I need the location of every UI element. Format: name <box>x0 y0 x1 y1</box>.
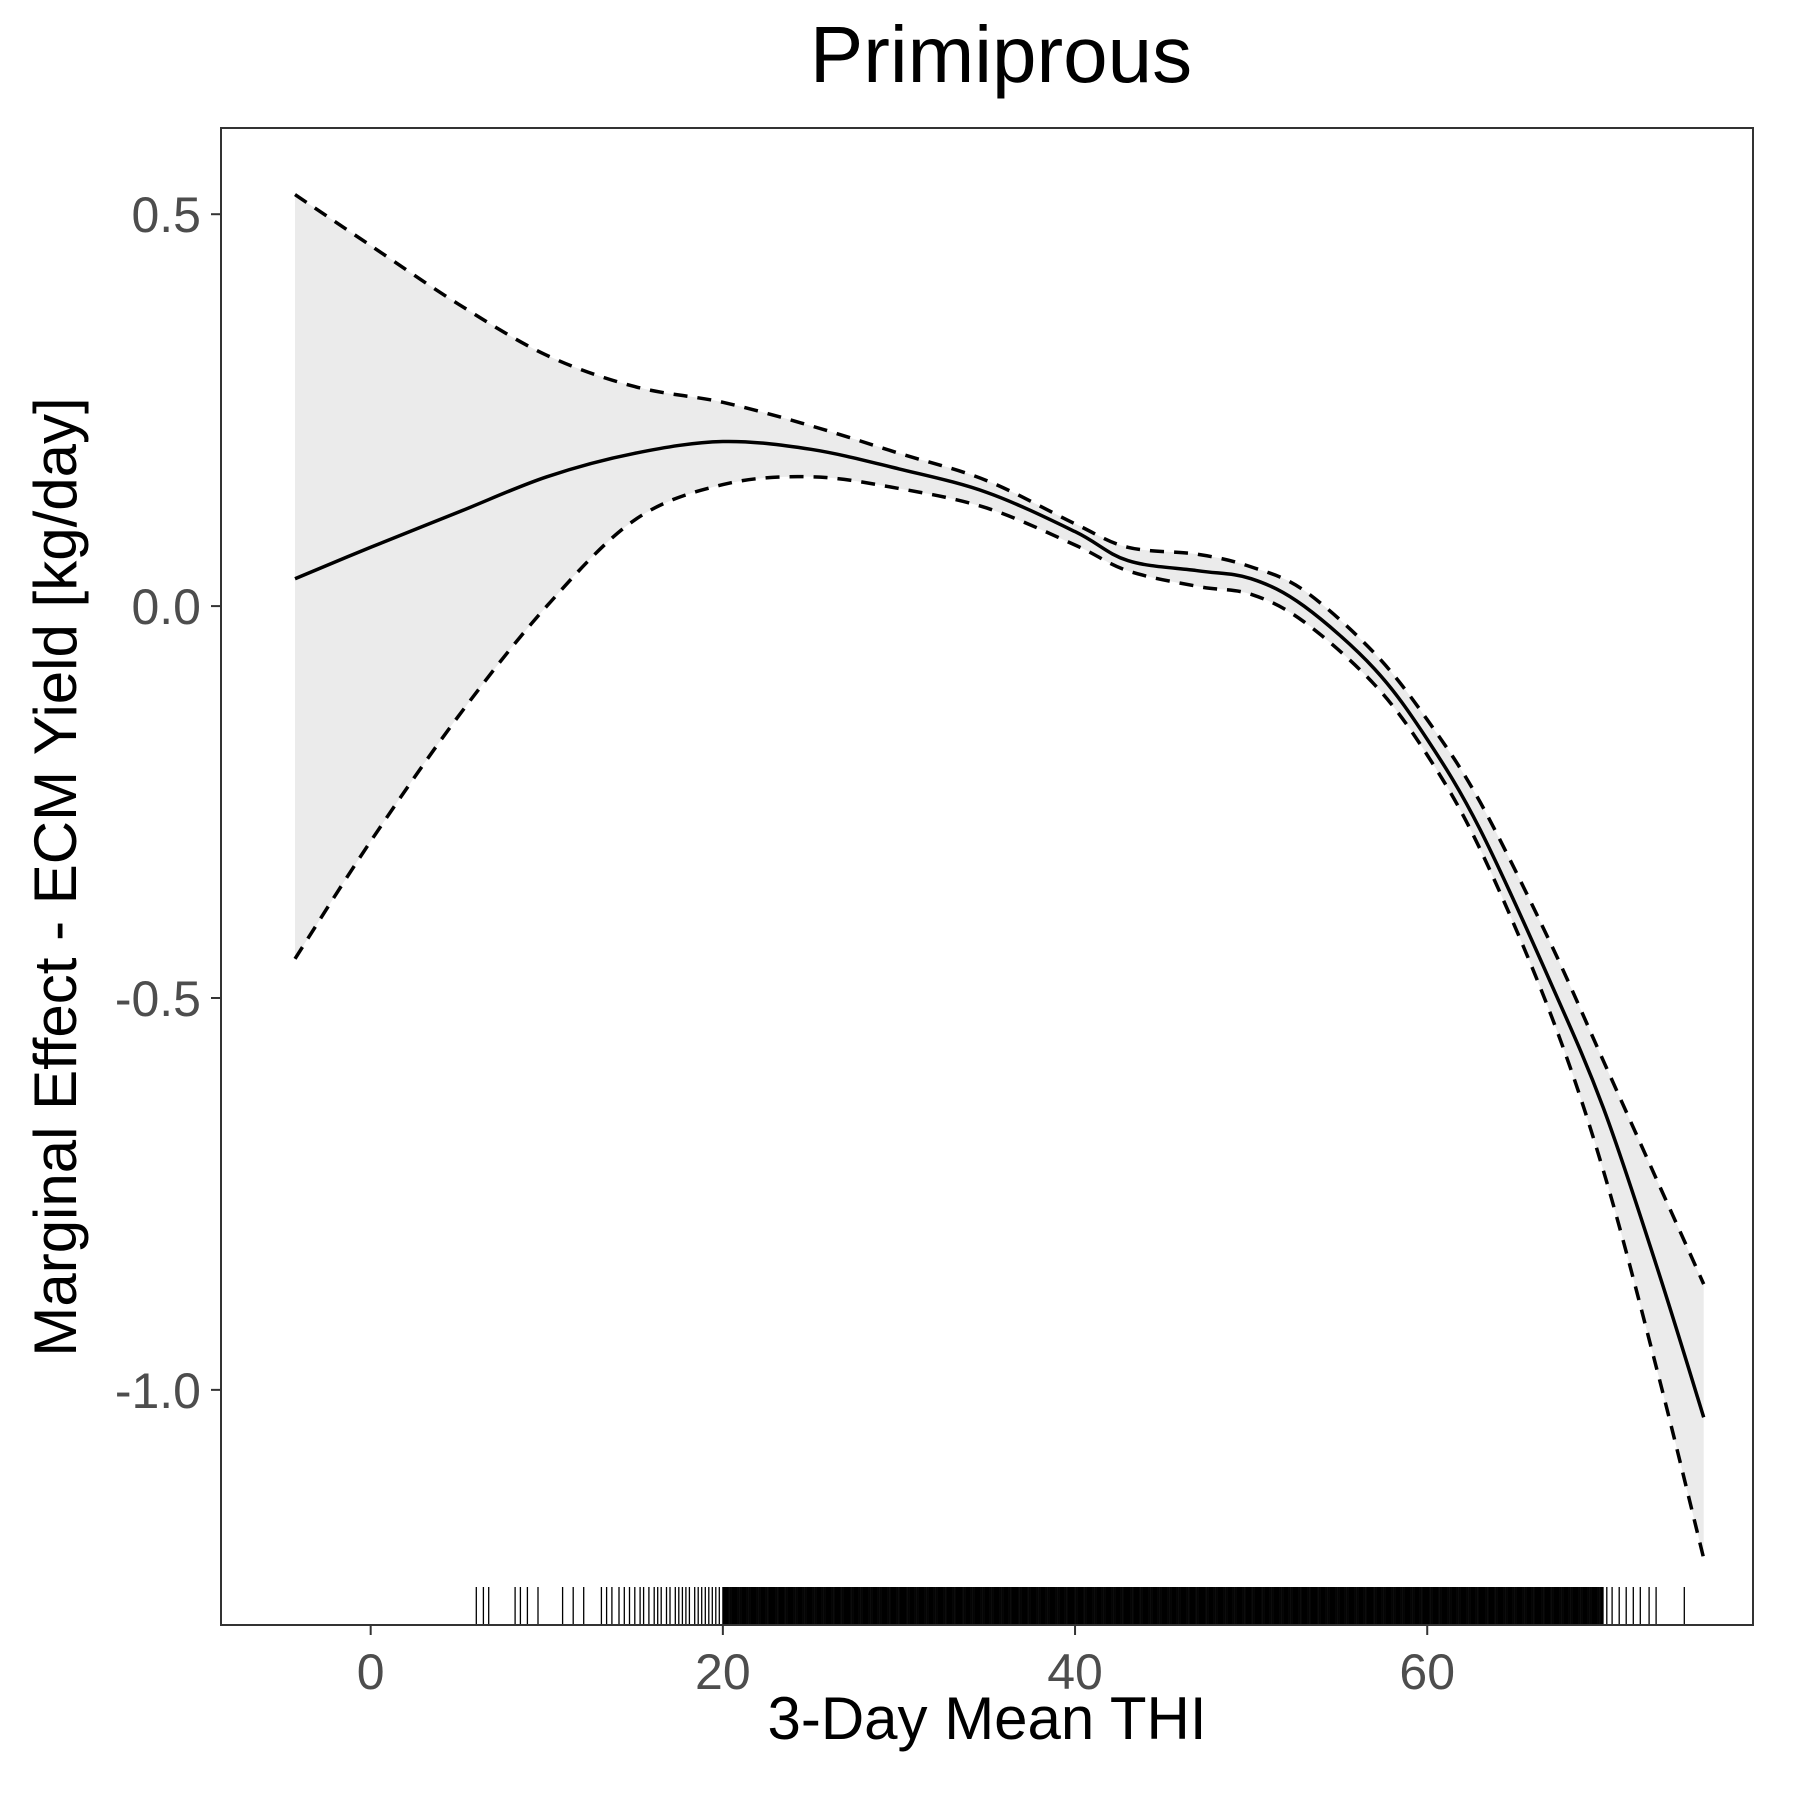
confidence-band <box>295 194 1704 1559</box>
x-tick-label: 40 <box>1047 1644 1103 1700</box>
plot-area <box>293 193 1706 1624</box>
y-tick-label: -0.5 <box>115 971 201 1027</box>
y-axis-title: Marginal Effect - ECM Yield [kg/day] <box>22 397 89 1356</box>
x-tick-label: 60 <box>1399 1644 1455 1700</box>
x-tick-label: 0 <box>357 1644 385 1700</box>
x-axis: 0 20 40 60 <box>357 1625 1455 1700</box>
y-tick-label: -1.0 <box>115 1363 201 1419</box>
fit-line <box>294 439 1706 1418</box>
upper-ci-line <box>294 193 1706 1285</box>
y-tick-label: 0.0 <box>131 579 201 635</box>
y-axis: 0.5 0.0 -0.5 -1.0 <box>115 187 221 1419</box>
x-tick-label: 20 <box>695 1644 751 1700</box>
lower-ci-line <box>293 474 1706 1559</box>
rug <box>475 1587 1685 1624</box>
plot-panel <box>220 127 1754 1626</box>
x-axis-title: 3-Day Mean THI <box>767 1685 1206 1752</box>
chart-title: Primiprous <box>810 10 1192 99</box>
y-tick-label: 0.5 <box>131 187 201 243</box>
